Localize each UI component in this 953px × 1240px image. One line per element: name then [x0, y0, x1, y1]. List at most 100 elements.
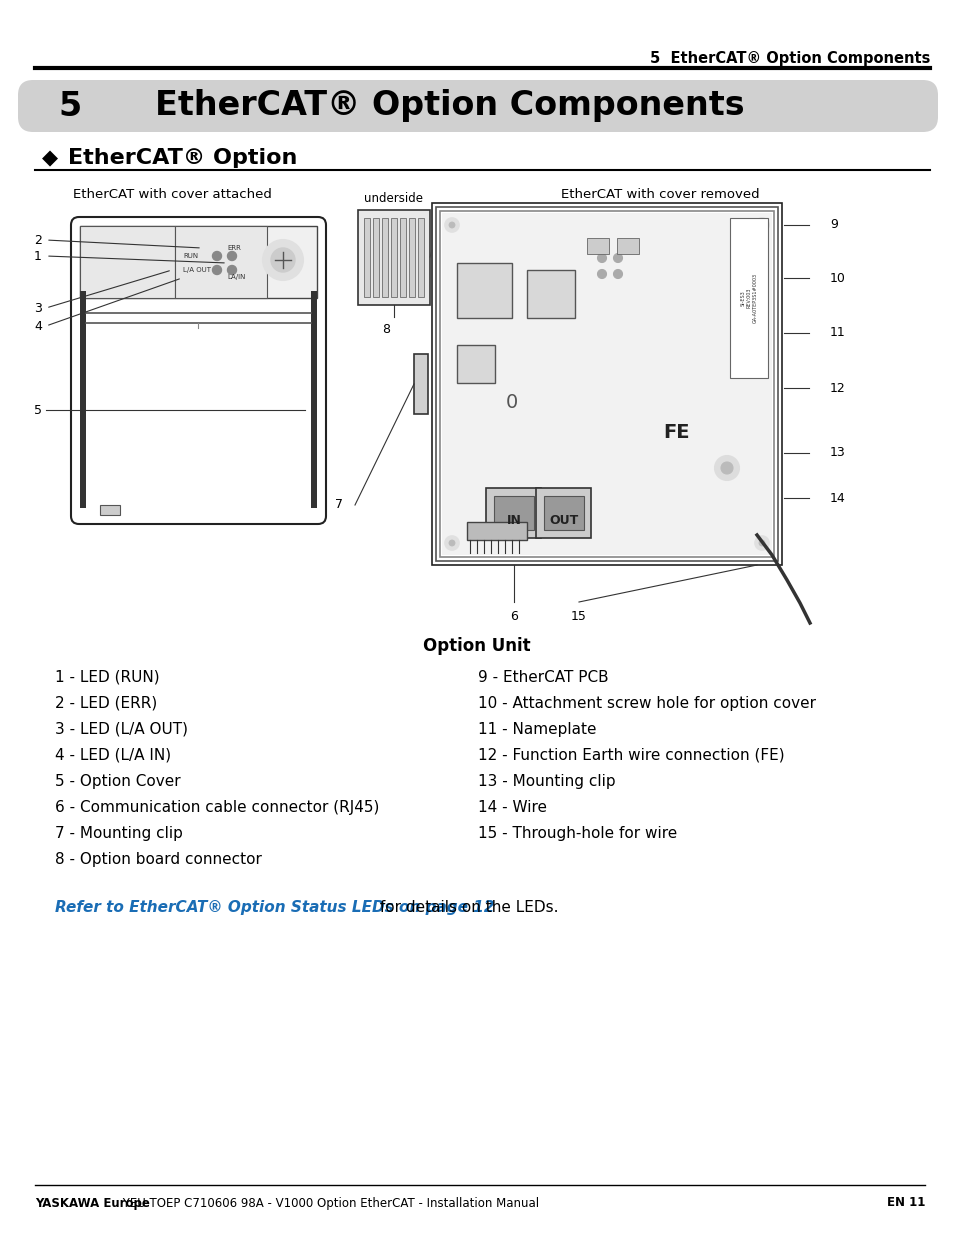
Text: 12: 12 [829, 382, 845, 394]
Text: 9: 9 [829, 218, 837, 232]
Text: EtherCAT® Option: EtherCAT® Option [68, 148, 297, 167]
Bar [543, 496, 583, 529]
Text: OUT: OUT [549, 515, 578, 527]
Bar [617, 238, 639, 254]
Text: underside: underside [364, 192, 423, 205]
Circle shape [444, 218, 458, 232]
Text: L/A OUT: L/A OUT [183, 267, 211, 273]
Bar [414, 353, 428, 414]
Bar [357, 210, 430, 305]
Text: 1 - LED (RUN): 1 - LED (RUN) [55, 670, 159, 684]
Text: LA/IN: LA/IN [227, 274, 245, 280]
Text: 4: 4 [34, 320, 42, 332]
Text: EtherCAT with cover attached: EtherCAT with cover attached [72, 188, 272, 201]
Text: EtherCAT with cover removed: EtherCAT with cover removed [560, 188, 759, 201]
Bar [80, 291, 86, 508]
Text: 11: 11 [829, 326, 845, 340]
Text: 2: 2 [34, 233, 42, 247]
Text: 14 - Wire: 14 - Wire [477, 800, 546, 815]
Text: for details on the LEDs.: for details on the LEDs. [375, 900, 558, 915]
Text: 5  EtherCAT® Option Components: 5 EtherCAT® Option Components [649, 51, 929, 66]
Bar [439, 211, 773, 557]
Circle shape [613, 253, 622, 263]
Text: 12 - Function Earth wire connection (FE): 12 - Function Earth wire connection (FE) [477, 748, 783, 763]
Text: 4 - LED (L/A IN): 4 - LED (L/A IN) [55, 748, 171, 763]
Text: 5: 5 [34, 403, 42, 417]
Circle shape [449, 222, 455, 228]
Circle shape [754, 218, 768, 232]
Bar [373, 218, 378, 298]
Bar [399, 218, 406, 298]
Circle shape [754, 536, 768, 551]
Text: 3 - LED (L/A OUT): 3 - LED (L/A OUT) [55, 722, 188, 737]
Bar [441, 213, 771, 556]
Bar [536, 489, 590, 538]
Circle shape [759, 222, 764, 228]
Text: 13: 13 [829, 446, 845, 460]
Text: FE: FE [663, 424, 690, 443]
Bar [456, 345, 495, 383]
Bar [409, 218, 415, 298]
FancyBboxPatch shape [71, 217, 326, 525]
Bar [436, 207, 778, 560]
Text: 10: 10 [829, 272, 845, 284]
Circle shape [597, 253, 606, 263]
Bar [364, 218, 370, 298]
Text: IN: IN [506, 515, 521, 527]
Circle shape [271, 248, 294, 272]
Bar [417, 218, 423, 298]
Text: 7: 7 [335, 498, 343, 511]
Text: 3: 3 [34, 301, 42, 315]
Text: 6: 6 [510, 610, 517, 622]
Bar [526, 270, 575, 317]
Bar [174, 226, 267, 298]
Bar [311, 291, 316, 508]
Text: EN 11: EN 11 [885, 1197, 924, 1209]
Text: 8: 8 [381, 322, 390, 336]
Text: 0: 0 [505, 393, 517, 413]
Circle shape [263, 241, 303, 280]
Bar [467, 522, 526, 539]
Bar [456, 263, 512, 317]
Text: 13 - Mounting clip: 13 - Mounting clip [477, 774, 615, 789]
Text: 6 - Communication cable connector (RJ45): 6 - Communication cable connector (RJ45) [55, 800, 379, 815]
Bar [432, 203, 781, 565]
Text: 8 - Option board connector: 8 - Option board connector [55, 852, 262, 867]
Text: 10 - Attachment screw hole for option cover: 10 - Attachment screw hole for option co… [477, 696, 815, 711]
Text: ◆: ◆ [42, 148, 58, 167]
Circle shape [759, 539, 764, 546]
Text: 2 - LED (ERR): 2 - LED (ERR) [55, 696, 157, 711]
Bar [485, 489, 540, 538]
Text: Refer to EtherCAT® Option Status LEDs on page 12: Refer to EtherCAT® Option Status LEDs on… [55, 900, 494, 915]
Text: EtherCAT® Option Components: EtherCAT® Option Components [154, 89, 744, 123]
Circle shape [444, 536, 458, 551]
Circle shape [449, 539, 455, 546]
Text: YASKAWA Europe: YASKAWA Europe [35, 1197, 150, 1209]
Text: 11 - Nameplate: 11 - Nameplate [477, 722, 596, 737]
Text: YEU TOEP C710606 98A - V1000 Option EtherCAT - Installation Manual: YEU TOEP C710606 98A - V1000 Option Ethe… [119, 1197, 538, 1209]
Bar [80, 226, 174, 298]
Bar [100, 505, 120, 515]
Circle shape [720, 463, 732, 474]
Text: 9 - EtherCAT PCB: 9 - EtherCAT PCB [477, 670, 608, 684]
Circle shape [613, 269, 622, 279]
Circle shape [227, 265, 236, 274]
Text: 5: 5 [58, 89, 81, 123]
Text: 15: 15 [571, 610, 586, 622]
Text: Option Unit: Option Unit [423, 637, 530, 655]
Circle shape [597, 269, 606, 279]
Text: RUN: RUN [183, 253, 198, 259]
Text: ERR: ERR [227, 246, 240, 250]
Text: SI-ES3
REV:003
GA-A0TEP3S1#0003: SI-ES3 REV:003 GA-A0TEP3S1#0003 [740, 273, 757, 324]
Circle shape [213, 252, 221, 260]
Bar [729, 218, 767, 378]
Text: 14: 14 [829, 491, 845, 505]
Text: 5 - Option Cover: 5 - Option Cover [55, 774, 180, 789]
Bar [80, 226, 316, 298]
Bar [381, 218, 388, 298]
Circle shape [213, 265, 221, 274]
Text: 1: 1 [34, 249, 42, 263]
FancyBboxPatch shape [18, 81, 937, 131]
Circle shape [227, 252, 236, 260]
Bar [391, 218, 396, 298]
